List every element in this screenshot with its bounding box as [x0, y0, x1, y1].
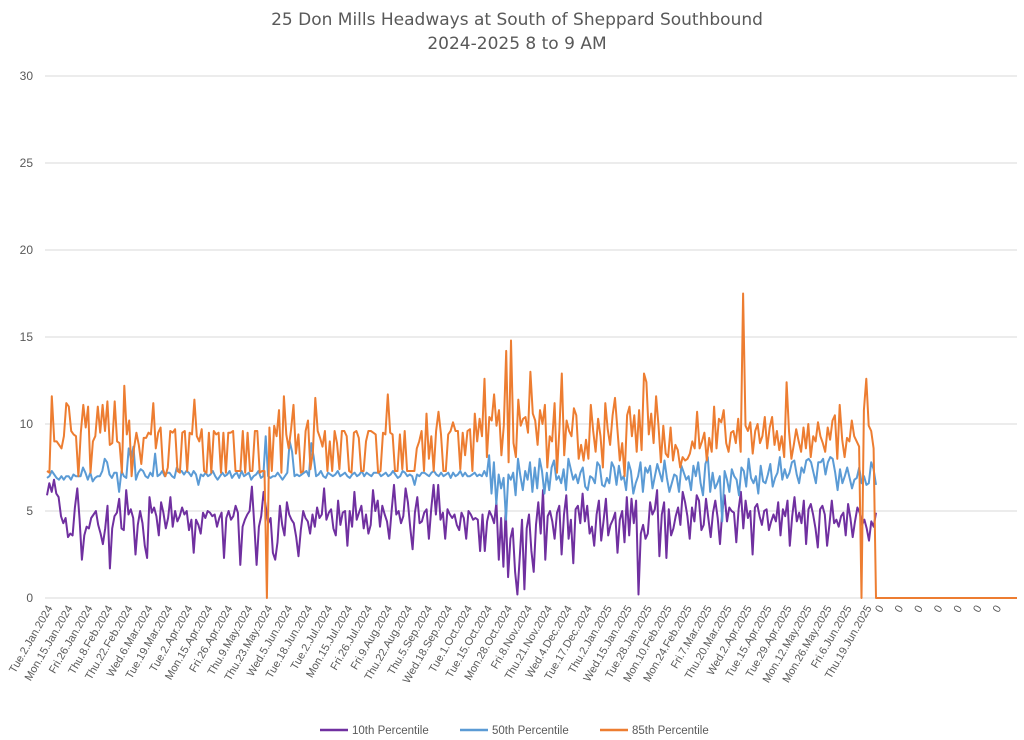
- legend-label: 85th Percentile: [632, 725, 709, 737]
- series-line-85th-percentile: [46, 292, 1017, 599]
- legend: 10th Percentile 50th Percentile 85th Perce…: [320, 725, 709, 737]
- y-tick-label: 0: [26, 591, 33, 605]
- y-axis-ticks: 0 5 10 15 20 25 30: [20, 69, 34, 605]
- y-tick-label: 10: [20, 417, 34, 431]
- x-tick-label: 0: [971, 604, 984, 615]
- legend-label: 50th Percentile: [492, 725, 569, 737]
- x-tick-label: 0: [952, 604, 965, 615]
- x-tick-label: 0: [932, 604, 945, 615]
- chart-subtitle: 2024-2025 8 to 9 AM: [427, 34, 606, 54]
- y-tick-label: 20: [20, 243, 34, 257]
- series-line-10th-percentile: [46, 478, 877, 596]
- x-tick-label: 0: [893, 604, 906, 615]
- y-tick-label: 5: [26, 504, 33, 518]
- series-lines: [46, 292, 1017, 599]
- x-tick-label: 0: [991, 604, 1004, 615]
- y-tick-label: 15: [20, 330, 34, 344]
- y-tick-label: 30: [20, 69, 34, 83]
- series-line-50th-percentile: [46, 435, 877, 523]
- x-tick-label: 0: [912, 604, 925, 615]
- x-tick-label: 0: [873, 604, 886, 615]
- x-axis-ticks: Tue.2.Jan.2024Mon.15.Jan.2024Fri.26.Jan.…: [7, 604, 1004, 686]
- y-tick-label: 25: [20, 156, 34, 170]
- legend-label: 10th Percentile: [352, 725, 429, 737]
- chart-title: 25 Don Mills Headways at South of Sheppa…: [271, 10, 763, 30]
